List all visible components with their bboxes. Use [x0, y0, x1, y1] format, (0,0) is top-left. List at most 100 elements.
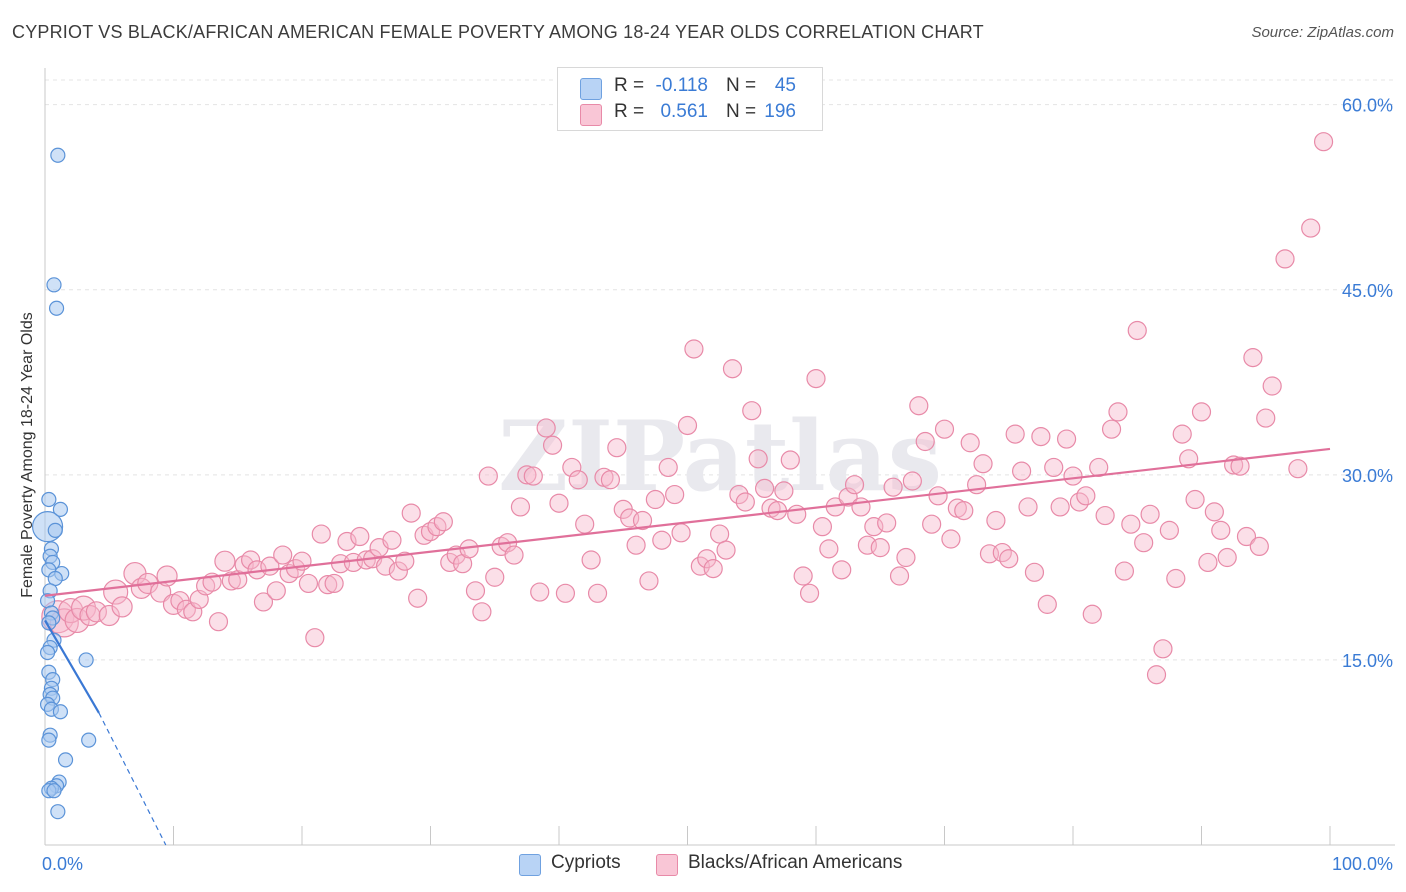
data-point-blacks [433, 512, 453, 532]
r-label: R = [614, 75, 645, 96]
data-point-blacks [754, 478, 775, 499]
data-point-blacks [1256, 408, 1276, 428]
data-point-blacks [780, 450, 800, 470]
data-point-blacks [600, 470, 621, 490]
data-point-blacks [1243, 348, 1263, 368]
data-point-blacks [877, 513, 897, 533]
data-point-blacks [1114, 561, 1135, 581]
legend-label: Cypriots [551, 852, 621, 873]
data-point-blacks [465, 581, 486, 601]
data-point-blacks [337, 531, 357, 552]
data-point-blacks [504, 545, 524, 565]
data-point-blacks [1011, 461, 1032, 481]
data-point-cypriots [41, 615, 57, 631]
data-point-blacks [555, 583, 576, 603]
data-point-blacks [999, 549, 1019, 569]
n-value: 45 [774, 75, 796, 96]
data-point-blacks [510, 497, 531, 517]
data-point-blacks [812, 517, 833, 537]
cypriots-swatch [519, 854, 541, 876]
data-point-blacks [472, 602, 492, 622]
data-point-blacks [742, 401, 762, 421]
data-point-blacks [64, 607, 90, 634]
data-point-blacks [388, 561, 408, 581]
data-point-blacks [1185, 489, 1205, 510]
data-point-blacks [221, 571, 241, 591]
data-point-blacks [915, 431, 935, 452]
data-point-blacks [703, 559, 723, 579]
data-point-blacks [722, 359, 743, 379]
data-point-blacks [986, 510, 1006, 531]
data-point-blacks [1211, 520, 1231, 540]
legend-label: Blacks/African Americans [688, 852, 903, 873]
data-point-blacks [568, 470, 588, 490]
data-point-blacks [729, 484, 749, 505]
data-point-blacks [523, 466, 543, 486]
data-point-blacks [427, 517, 447, 537]
data-point-blacks [793, 566, 813, 586]
trend-line-blacks [44, 447, 1331, 597]
data-point-cypriots [46, 783, 62, 799]
data-point-blacks [305, 628, 325, 648]
data-point-blacks [645, 489, 665, 510]
data-point-blacks [1134, 533, 1154, 553]
trend-lines [44, 447, 1331, 846]
data-point-blacks [870, 538, 890, 558]
data-point-cypriots [48, 300, 65, 316]
data-point-blacks [1140, 504, 1160, 524]
data-point-blacks [1095, 505, 1115, 526]
data-point-blacks [838, 487, 858, 507]
data-point-blacks [1127, 320, 1147, 341]
r-label: R = [614, 101, 645, 122]
data-point-blacks [311, 524, 331, 544]
data-point-blacks [639, 571, 659, 591]
data-point-blacks [1301, 218, 1321, 238]
data-point-cypriots [41, 491, 57, 508]
n-value: 196 [764, 101, 796, 122]
data-point-blacks [183, 602, 203, 622]
stats-row-cypriots: R = -0.118 N = 45 [558, 75, 822, 101]
data-point-blacks [266, 581, 286, 601]
data-point-blacks [485, 567, 505, 587]
axes [44, 68, 1395, 846]
data-point-blacks [658, 457, 678, 478]
data-point-blacks [1018, 497, 1038, 517]
data-point-blacks [395, 551, 415, 571]
data-point-blacks [324, 573, 344, 594]
cypriots-swatch [580, 78, 602, 100]
data-point-blacks [1031, 426, 1051, 447]
data-point-blacks [382, 530, 402, 550]
data-point-blacks [1146, 665, 1167, 685]
data-point-blacks [902, 471, 922, 491]
data-point-blacks [1172, 424, 1192, 444]
data-point-blacks [408, 588, 428, 608]
data-point-blacks [536, 418, 556, 438]
data-point-blacks [1249, 536, 1269, 557]
data-point-blacks [517, 465, 537, 485]
data-point-blacks [1063, 466, 1083, 486]
data-point-blacks [1082, 604, 1102, 624]
data-point-blacks [318, 575, 338, 595]
data-point-blacks [98, 604, 120, 627]
data-point-blacks [1179, 449, 1199, 469]
data-point-blacks [716, 540, 736, 560]
data-point-blacks [241, 550, 261, 570]
data-point-blacks [1076, 486, 1096, 506]
data-point-blacks [1056, 429, 1077, 449]
data-point-blacks [530, 582, 550, 602]
data-point-blacks [111, 596, 133, 618]
data-point-cypriots [78, 652, 94, 668]
data-point-blacks [85, 601, 108, 623]
data-point-blacks [1037, 594, 1057, 614]
stats-legend: R = -0.118 N = 45 R = 0.561 N = 196 [557, 67, 823, 131]
data-point-blacks [697, 549, 717, 569]
data-point-blacks [710, 524, 730, 544]
data-point-cypriots [81, 732, 97, 748]
data-point-blacks [1101, 419, 1122, 439]
data-point-blacks [1288, 459, 1308, 479]
chart-title: CYPRIOT VS BLACK/AFRICAN AMERICAN FEMALE… [12, 22, 984, 42]
data-point-blacks [934, 419, 955, 439]
data-point-blacks [549, 493, 569, 513]
data-point-blacks [420, 521, 441, 542]
data-point-blacks [799, 583, 820, 603]
